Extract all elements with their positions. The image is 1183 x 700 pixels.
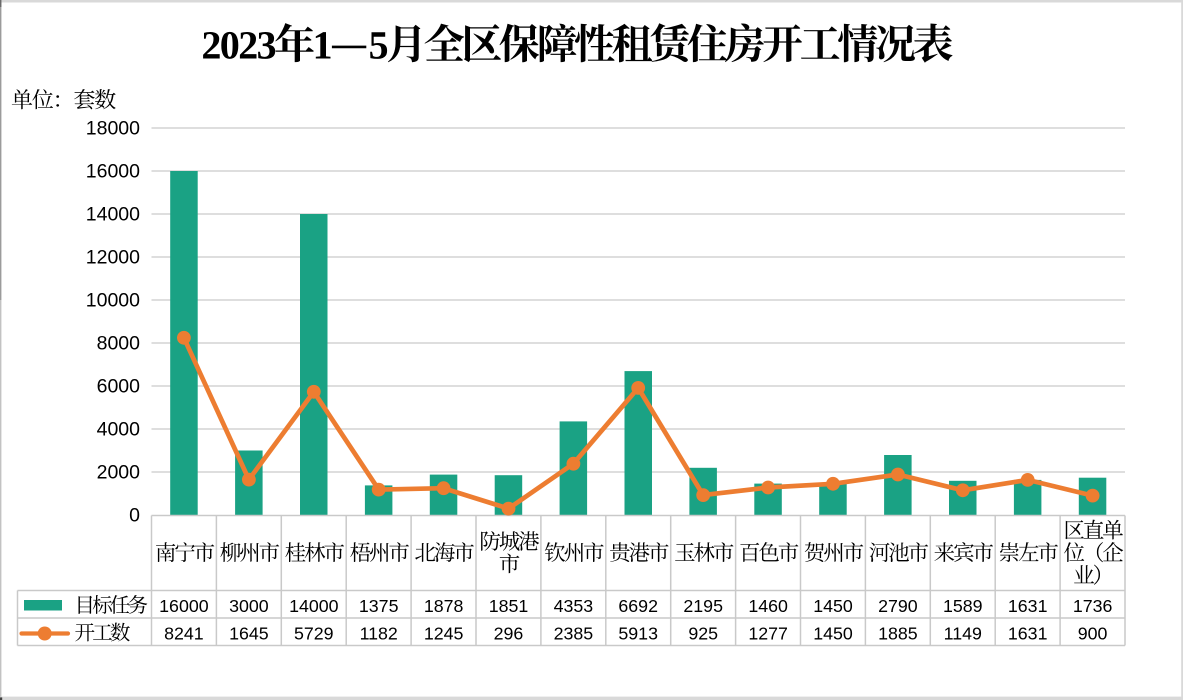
- svg-text:1149: 1149: [944, 623, 982, 643]
- svg-text:3000: 3000: [229, 596, 269, 616]
- svg-text:1878: 1878: [424, 596, 464, 616]
- svg-text:16000: 16000: [159, 596, 209, 616]
- svg-text:0: 0: [129, 505, 140, 527]
- svg-text:4000: 4000: [97, 419, 141, 441]
- svg-text:296: 296: [494, 623, 524, 643]
- svg-text:1277: 1277: [748, 623, 788, 643]
- svg-text:1645: 1645: [229, 623, 269, 643]
- svg-text:4353: 4353: [554, 596, 594, 616]
- svg-text:8000: 8000: [97, 333, 141, 355]
- svg-text:1851: 1851: [489, 596, 529, 616]
- svg-text:2000: 2000: [97, 462, 141, 484]
- svg-text:5913: 5913: [618, 623, 658, 643]
- svg-text:1589: 1589: [943, 596, 983, 616]
- svg-text:16000: 16000: [86, 161, 140, 183]
- svg-text:14000: 14000: [86, 204, 140, 226]
- svg-text:18000: 18000: [86, 118, 140, 140]
- svg-text:1450: 1450: [813, 623, 853, 643]
- svg-text:1885: 1885: [878, 623, 918, 643]
- svg-text:5729: 5729: [294, 623, 334, 643]
- svg-text:2195: 2195: [683, 596, 723, 616]
- svg-text:900: 900: [1078, 623, 1108, 643]
- svg-text:14000: 14000: [289, 596, 339, 616]
- svg-text:8241: 8241: [164, 623, 204, 643]
- svg-text:1375: 1375: [359, 596, 399, 616]
- svg-text:1631: 1631: [1008, 596, 1048, 616]
- svg-text:2385: 2385: [554, 623, 594, 643]
- svg-text:1736: 1736: [1073, 596, 1113, 616]
- svg-text:1631: 1631: [1008, 623, 1048, 643]
- svg-text:1245: 1245: [424, 623, 464, 643]
- svg-text:12000: 12000: [86, 247, 140, 269]
- svg-text:1460: 1460: [748, 596, 788, 616]
- svg-text:6692: 6692: [618, 596, 658, 616]
- svg-text:6000: 6000: [97, 376, 141, 398]
- svg-text:10000: 10000: [86, 290, 140, 312]
- svg-text:1450: 1450: [813, 596, 853, 616]
- svg-text:2790: 2790: [878, 596, 918, 616]
- svg-text:1182: 1182: [360, 623, 398, 643]
- svg-text:925: 925: [688, 623, 718, 643]
